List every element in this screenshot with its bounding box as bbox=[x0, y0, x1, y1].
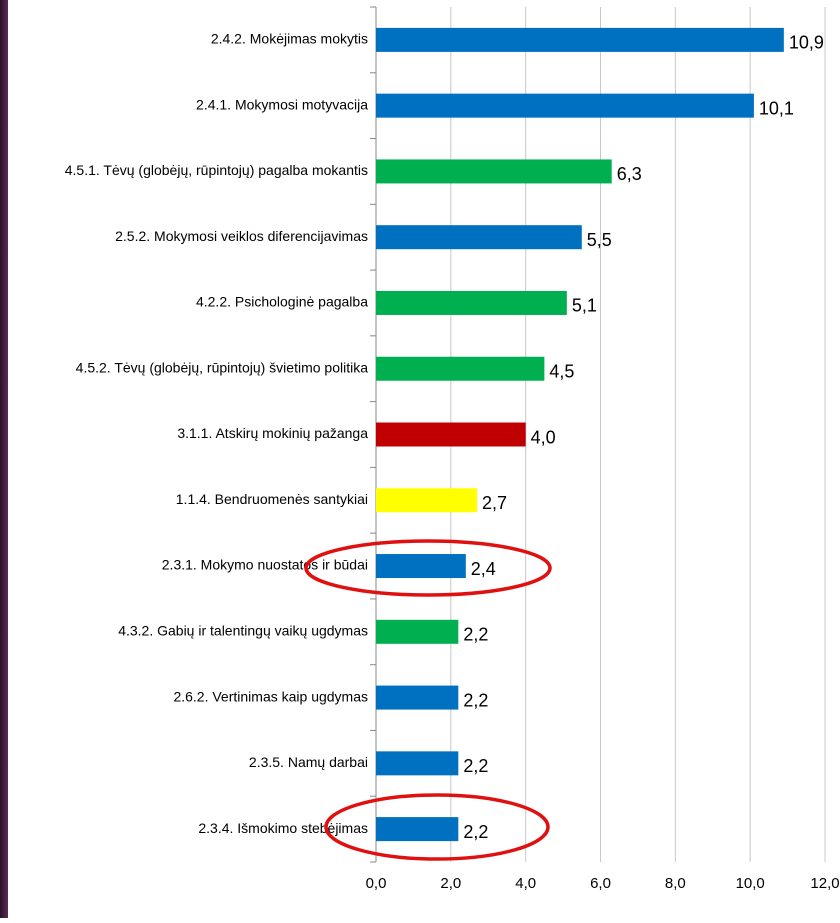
bar bbox=[376, 422, 526, 447]
highlight-ellipse bbox=[324, 793, 550, 861]
bar bbox=[376, 619, 459, 644]
value-label: 2,7 bbox=[482, 493, 507, 513]
bar bbox=[376, 356, 545, 381]
value-label: 5,1 bbox=[572, 296, 597, 316]
x-tick-label: 4,0 bbox=[515, 875, 536, 892]
x-tick-label: 2,0 bbox=[440, 875, 461, 892]
bar bbox=[376, 93, 754, 118]
bar bbox=[376, 751, 459, 776]
category-label: 1.1.4. Bendruomenės santykiai bbox=[176, 491, 368, 507]
value-label: 2,2 bbox=[463, 690, 488, 710]
value-label: 5,5 bbox=[587, 230, 612, 250]
value-label: 4,5 bbox=[549, 361, 574, 381]
bar bbox=[376, 290, 567, 315]
bar bbox=[376, 159, 612, 184]
bar bbox=[376, 685, 459, 710]
category-label: 2.4.1. Mokymosi motyvacija bbox=[196, 96, 368, 112]
category-label: 2.6.2. Vertinimas kaip ugdymas bbox=[173, 688, 368, 704]
frame-edge bbox=[0, 0, 8, 918]
bar bbox=[376, 488, 478, 513]
category-label: 2.3.1. Mokymo nuostatos ir būdai bbox=[162, 557, 368, 573]
category-label: 4.3.2. Gabių ir talentingų vaikų ugdymas bbox=[118, 623, 368, 639]
bar bbox=[376, 554, 466, 579]
value-label: 10,1 bbox=[759, 98, 794, 118]
value-label: 10,9 bbox=[789, 33, 824, 53]
highlight-ellipse bbox=[304, 539, 552, 597]
value-label: 2,2 bbox=[463, 822, 488, 842]
bar bbox=[376, 817, 459, 842]
category-label: 2.5.2. Mokymosi veiklos diferencijavimas bbox=[115, 228, 368, 244]
category-label: 3.1.1. Atskirų mokinių pažanga bbox=[177, 425, 368, 441]
value-label: 2,2 bbox=[463, 756, 488, 776]
category-label: 4.2.2. Psichologinė pagalba bbox=[196, 294, 368, 310]
value-label: 2,4 bbox=[471, 559, 496, 579]
value-label: 6,3 bbox=[617, 164, 642, 184]
x-tick-label: 10,0 bbox=[736, 875, 765, 892]
category-label: 2.4.2. Mokėjimas mokytis bbox=[211, 31, 368, 47]
category-label: 2.3.5. Namų darbai bbox=[249, 754, 368, 770]
plot-area: 0,0 2,0 4,0 6,0 8,0 10,0 12,0 2.4.2. Mokėjimas … bbox=[65, 6, 840, 892]
category-label: 2.3.4. Išmokimo stebėjimas bbox=[198, 820, 368, 836]
value-label: 4,0 bbox=[531, 427, 556, 447]
x-tick-label: 0,0 bbox=[366, 875, 387, 892]
bar bbox=[376, 225, 582, 250]
category-label: 4.5.2. Tėvų (globėjų, rūpintojų) švietim… bbox=[76, 359, 369, 375]
category-label: 4.5.1. Tėvų (globėjų, rūpintojų) pagalba… bbox=[65, 162, 368, 178]
x-tick-label: 8,0 bbox=[665, 875, 686, 892]
value-label: 2,2 bbox=[463, 625, 488, 645]
x-tick-label: 6,0 bbox=[590, 875, 611, 892]
bar bbox=[376, 27, 784, 52]
x-tick-label: 12,0 bbox=[810, 875, 839, 892]
